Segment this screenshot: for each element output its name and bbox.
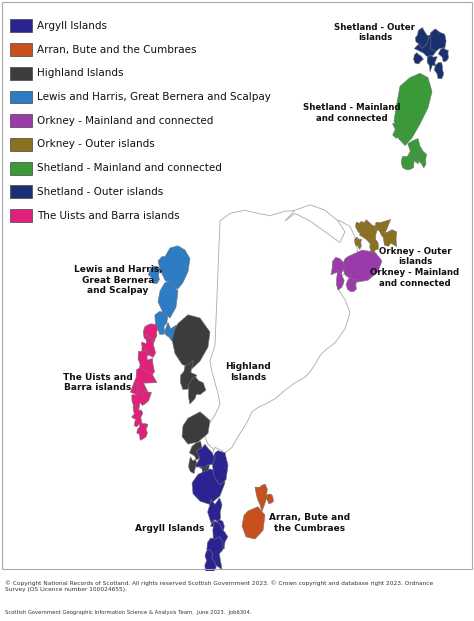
Polygon shape (189, 376, 206, 404)
Bar (10, 114, 32, 127)
Polygon shape (430, 29, 446, 52)
Polygon shape (189, 457, 197, 474)
Bar (10, 161, 32, 175)
Text: Shetland - Mainland and connected: Shetland - Mainland and connected (37, 163, 222, 173)
Polygon shape (155, 311, 168, 335)
Polygon shape (205, 210, 358, 453)
Polygon shape (401, 155, 414, 170)
Polygon shape (131, 406, 143, 427)
Polygon shape (414, 35, 438, 58)
Text: © Copyright National Records of Scotland. All rights reserved Scottish Governmen: © Copyright National Records of Scotland… (5, 581, 433, 592)
Polygon shape (406, 138, 423, 164)
Text: Arran, Bute and the Cumbraes: Arran, Bute and the Cumbraes (37, 45, 197, 55)
Text: Orkney - Outer
islands: Orkney - Outer islands (379, 247, 451, 266)
Text: Lewis and Harris,
Great Bernera
and Scalpay: Lewis and Harris, Great Bernera and Scal… (73, 265, 162, 295)
Polygon shape (208, 497, 222, 524)
Text: Shetland - Mainland
and connected: Shetland - Mainland and connected (303, 104, 401, 123)
Polygon shape (212, 521, 228, 549)
Polygon shape (265, 494, 273, 504)
Text: Orkney - Mainland and connected: Orkney - Mainland and connected (37, 116, 213, 125)
Text: The Uists and
Barra islands: The Uists and Barra islands (63, 373, 133, 392)
Polygon shape (172, 315, 210, 369)
Text: Argyll Islands: Argyll Islands (135, 524, 205, 533)
Polygon shape (383, 230, 397, 247)
Polygon shape (360, 220, 378, 248)
Polygon shape (331, 257, 345, 277)
Text: Highland
Islands: Highland Islands (225, 362, 271, 381)
Polygon shape (138, 350, 155, 383)
Polygon shape (370, 240, 378, 253)
Polygon shape (137, 422, 148, 440)
Text: Orkney - Mainland
and connected: Orkney - Mainland and connected (371, 268, 460, 288)
Polygon shape (130, 367, 157, 402)
Polygon shape (285, 205, 345, 243)
Polygon shape (190, 442, 207, 460)
Bar (10, 186, 32, 198)
Polygon shape (164, 322, 176, 341)
Text: Argyll Islands: Argyll Islands (37, 21, 107, 31)
Polygon shape (143, 324, 158, 343)
Text: Shetland - Outer
islands: Shetland - Outer islands (335, 22, 416, 42)
Text: Highland Islands: Highland Islands (37, 68, 124, 78)
Bar (10, 209, 32, 222)
Polygon shape (212, 451, 228, 485)
Text: Arran, Bute and
the Cumbraes: Arran, Bute and the Cumbraes (269, 513, 351, 533)
Polygon shape (132, 382, 152, 412)
Polygon shape (356, 222, 364, 233)
Polygon shape (346, 277, 357, 292)
Polygon shape (242, 507, 265, 539)
Polygon shape (141, 333, 155, 358)
Polygon shape (158, 246, 190, 289)
Polygon shape (180, 360, 197, 389)
Polygon shape (205, 447, 228, 496)
Polygon shape (337, 270, 344, 290)
Polygon shape (207, 537, 223, 569)
Polygon shape (197, 460, 209, 476)
Polygon shape (158, 283, 178, 318)
Polygon shape (182, 412, 210, 444)
Polygon shape (417, 150, 427, 168)
Polygon shape (394, 73, 432, 145)
Text: Lewis and Harris, Great Bernera and Scalpay: Lewis and Harris, Great Bernera and Scal… (37, 92, 271, 102)
Polygon shape (438, 48, 448, 62)
Text: Orkney - Outer islands: Orkney - Outer islands (37, 140, 155, 150)
Bar (10, 19, 32, 32)
Polygon shape (427, 55, 438, 72)
Polygon shape (148, 266, 160, 284)
Text: Shetland - Outer islands: Shetland - Outer islands (37, 187, 163, 197)
Text: The Uists and Barra islands: The Uists and Barra islands (37, 211, 180, 220)
Polygon shape (195, 444, 215, 468)
Bar (10, 91, 32, 104)
Polygon shape (210, 520, 224, 537)
Bar (10, 43, 32, 56)
Polygon shape (205, 550, 217, 573)
Polygon shape (355, 237, 362, 250)
Polygon shape (342, 250, 382, 283)
Polygon shape (375, 219, 391, 239)
Polygon shape (434, 63, 444, 79)
Polygon shape (255, 484, 267, 511)
Bar (10, 138, 32, 151)
Polygon shape (192, 469, 225, 504)
Text: Scottish Government Geographic Information Science & Analysis Team.  June 2023. : Scottish Government Geographic Informati… (5, 610, 251, 615)
Bar (10, 67, 32, 79)
Polygon shape (414, 53, 423, 64)
Polygon shape (392, 123, 404, 138)
Polygon shape (415, 27, 429, 48)
